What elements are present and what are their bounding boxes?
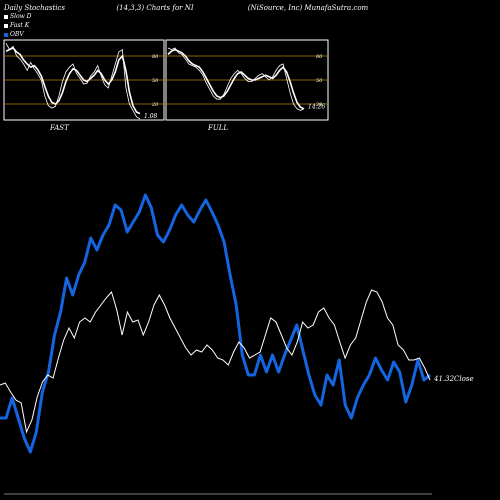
series-obv bbox=[0, 193, 431, 454]
legend-label-slow-d: Slow D bbox=[10, 13, 32, 20]
legend-item-slow-d: Slow D bbox=[4, 13, 32, 20]
header-right: (NiSource, Inc) MunafaSutra.com bbox=[247, 4, 369, 12]
legend-swatch-obv bbox=[4, 32, 8, 37]
close-value-label: 41.32Close bbox=[433, 375, 474, 383]
full-tick-20: 20 bbox=[315, 102, 323, 108]
legend-item-obv: OBV bbox=[4, 31, 24, 38]
legend-swatch-fast-k bbox=[4, 23, 8, 28]
legend-swatch-slow-d bbox=[4, 14, 8, 19]
legend-label-fast-k: Fast K bbox=[10, 22, 30, 29]
legend-item-fast-k: Fast K bbox=[4, 22, 29, 29]
fast-series-fast-k bbox=[5, 43, 141, 120]
fast-series-slow-d bbox=[5, 47, 141, 115]
full-panel-title: FULL bbox=[208, 124, 229, 132]
header-left: Daily Stochastics bbox=[4, 4, 66, 12]
full-tick-50: 50 bbox=[316, 78, 323, 84]
full-last-value: 14.26 bbox=[308, 104, 325, 111]
fast-tick-20: 20 bbox=[151, 102, 159, 108]
fast-panel-title: FAST bbox=[50, 124, 69, 132]
header-middle: (14,3,3) Charts for NI bbox=[116, 4, 194, 12]
full-series-slow-d bbox=[167, 48, 305, 110]
legend-label-obv: OBV bbox=[10, 31, 24, 38]
fast-tick-80: 80 bbox=[152, 54, 159, 60]
fast-panel: 80 50 20 1.08 bbox=[3, 39, 165, 121]
series-close bbox=[0, 289, 431, 434]
full-tick-80: 80 bbox=[316, 54, 323, 60]
fast-tick-50: 50 bbox=[152, 78, 159, 84]
price-panel: 41.32Close bbox=[0, 193, 474, 495]
fast-last-value: 1.08 bbox=[144, 113, 158, 120]
full-series-fast-k bbox=[167, 47, 305, 111]
